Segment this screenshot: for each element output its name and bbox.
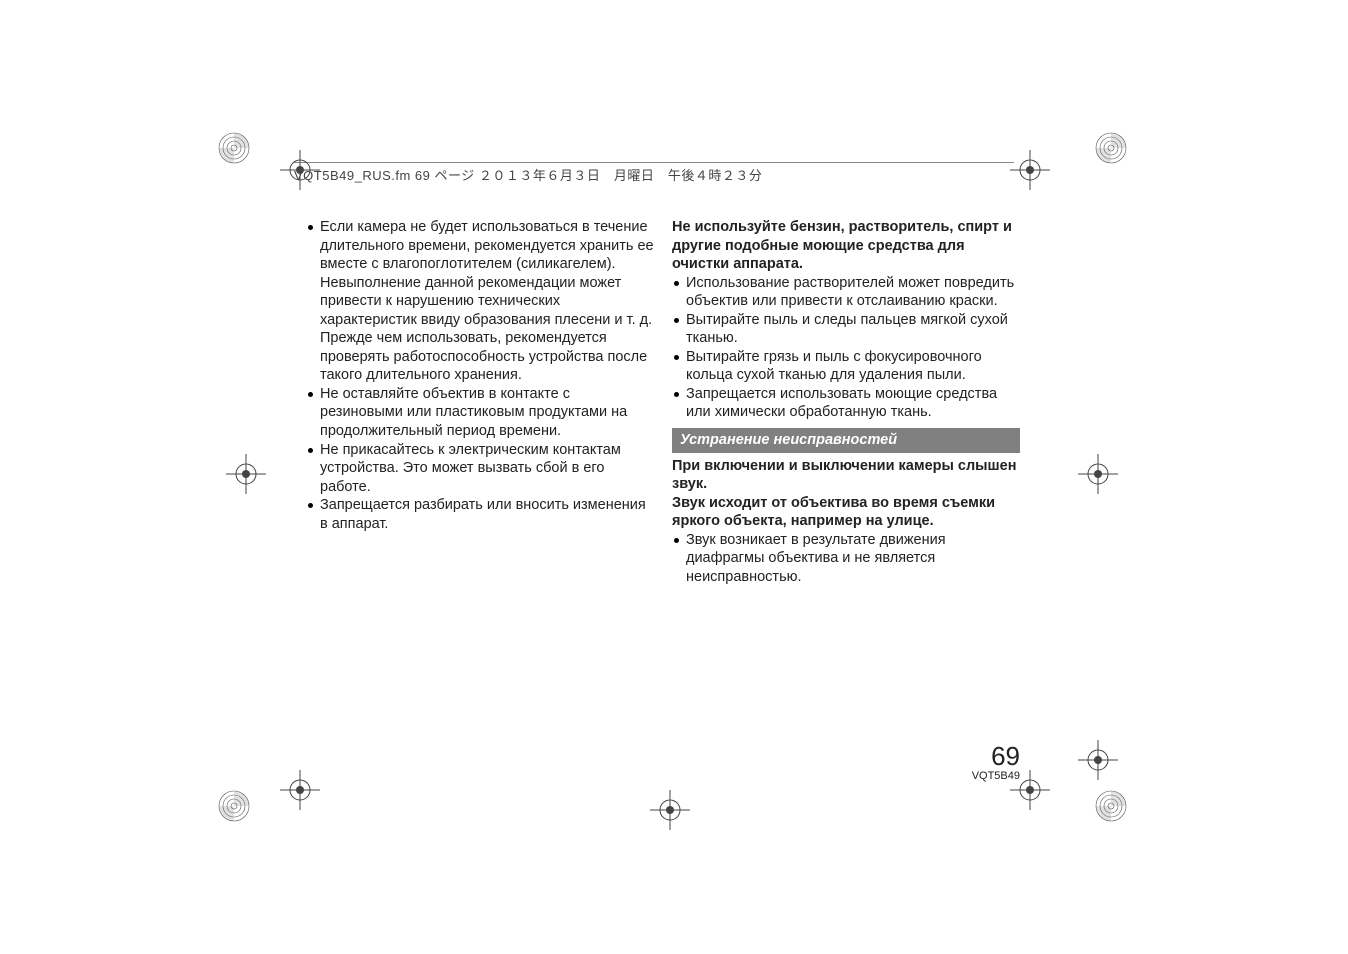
left-list: Если камера не будет использоваться в те…	[306, 218, 654, 533]
list-item: Звук возникает в результате движения диа…	[672, 531, 1020, 587]
page-header: VQT5B49_RUS.fm 69 ページ ２０１３年６月３日 月曜日 午後４時…	[294, 162, 1014, 184]
list-item: Вытирайте пыль и следы пальцев мягкой су…	[672, 311, 1020, 348]
list-item: Запрещается использовать моющие средства…	[672, 385, 1020, 422]
list-item: Не прикасайтесь к электрическим контакта…	[306, 441, 654, 497]
crosshair-mark-icon	[1010, 770, 1050, 810]
troubleshoot-bold-2: Звук исходит от объектива во время съемк…	[672, 494, 1020, 531]
item-text: Вытирайте пыль и следы пальцев мягкой су…	[686, 312, 1008, 347]
left-column: Если камера не будет использоваться в те…	[306, 218, 654, 586]
item-text: Если камера не будет использоваться в те…	[320, 219, 654, 383]
list-item: Если камера не будет использоваться в те…	[306, 218, 654, 385]
crosshair-mark-icon	[650, 790, 690, 830]
crosshair-mark-icon	[280, 770, 320, 810]
crosshair-mark-icon	[1010, 150, 1050, 190]
item-text: Запрещается разбирать или вносить измене…	[320, 497, 646, 532]
troubleshoot-bold-1: При включении и выключении камеры слышен…	[672, 457, 1020, 494]
list-item: Использование растворителей может повред…	[672, 274, 1020, 311]
item-text: Звук возникает в результате движения диа…	[686, 532, 946, 585]
crosshair-mark-icon	[226, 454, 266, 494]
item-text: Вытирайте грязь и пыль с фокусировочного…	[686, 349, 982, 384]
page-number: 69	[972, 741, 1020, 772]
item-text: Не оставляйте объектив в контакте с рези…	[320, 386, 627, 439]
crosshair-mark-icon	[280, 150, 320, 190]
item-text: Использование растворителей может повред…	[686, 275, 1014, 310]
item-text: Не прикасайтесь к электрическим контакта…	[320, 442, 621, 495]
registration-mark-icon	[218, 790, 250, 822]
list-item: Вытирайте грязь и пыль с фокусировочного…	[672, 348, 1020, 385]
right-column: Не используйте бензин, растворитель, спи…	[672, 218, 1020, 586]
item-text: Запрещается использовать моющие средства…	[686, 386, 997, 421]
crosshair-mark-icon	[1078, 454, 1118, 494]
crosshair-mark-icon	[1078, 740, 1118, 780]
registration-mark-icon	[1095, 790, 1127, 822]
troubleshoot-heading: Устранение неисправностей	[672, 428, 1020, 453]
registration-mark-icon	[1095, 132, 1127, 164]
warning-list: Использование растворителей может повред…	[672, 274, 1020, 422]
header-text: VQT5B49_RUS.fm 69 ページ ２０１３年６月３日 月曜日 午後４時…	[294, 168, 762, 183]
registration-mark-icon	[218, 132, 250, 164]
warning-heading: Не используйте бензин, растворитель, спи…	[672, 218, 1020, 274]
troubleshoot-list: Звук возникает в результате движения диа…	[672, 531, 1020, 587]
list-item: Запрещается разбирать или вносить измене…	[306, 496, 654, 533]
list-item: Не оставляйте объектив в контакте с рези…	[306, 385, 654, 441]
content-area: Если камера не будет использоваться в те…	[306, 218, 1020, 586]
